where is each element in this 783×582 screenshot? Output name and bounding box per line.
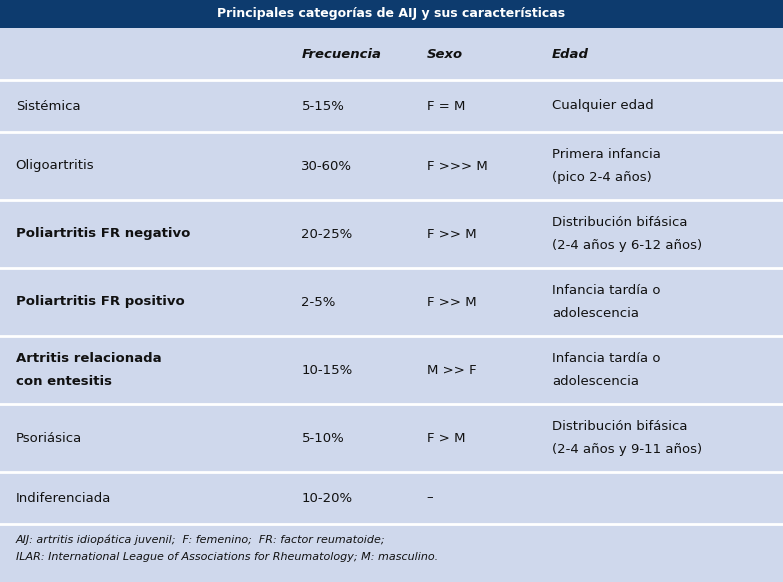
Text: (2-4 años y 9-11 años): (2-4 años y 9-11 años) xyxy=(552,443,702,456)
Text: Infancia tardía o: Infancia tardía o xyxy=(552,352,661,365)
Text: F >> M: F >> M xyxy=(427,228,476,240)
Bar xyxy=(0,80,783,132)
Text: Sexo: Sexo xyxy=(427,48,463,61)
Bar xyxy=(0,404,783,472)
Text: M >> F: M >> F xyxy=(427,364,476,377)
Text: F >> M: F >> M xyxy=(427,296,476,308)
Bar xyxy=(0,200,783,268)
Text: Poliartritis FR negativo: Poliartritis FR negativo xyxy=(16,228,190,240)
Bar xyxy=(0,0,783,28)
Text: 30-60%: 30-60% xyxy=(301,159,352,172)
Text: AIJ: artritis idiopática juvenil;  F: femenino;  FR: factor reumatoide;: AIJ: artritis idiopática juvenil; F: fem… xyxy=(16,534,385,545)
Bar xyxy=(0,132,783,200)
Text: Edad: Edad xyxy=(552,48,589,61)
Bar xyxy=(0,28,783,80)
Text: F >>> M: F >>> M xyxy=(427,159,488,172)
Text: Sistémica: Sistémica xyxy=(16,100,81,112)
Text: Artritis relacionada: Artritis relacionada xyxy=(16,352,161,365)
Text: Distribución bifásica: Distribución bifásica xyxy=(552,216,687,229)
Bar xyxy=(0,524,783,572)
Text: F > M: F > M xyxy=(427,431,465,445)
Text: 20-25%: 20-25% xyxy=(301,228,352,240)
Text: F = M: F = M xyxy=(427,100,465,112)
Text: Poliartritis FR positivo: Poliartritis FR positivo xyxy=(16,296,185,308)
Text: Distribución bifásica: Distribución bifásica xyxy=(552,420,687,433)
Text: adolescencia: adolescencia xyxy=(552,307,639,320)
Text: con entesitis: con entesitis xyxy=(16,375,112,388)
Text: 5-10%: 5-10% xyxy=(301,431,345,445)
Text: 10-15%: 10-15% xyxy=(301,364,352,377)
Text: 2-5%: 2-5% xyxy=(301,296,336,308)
Text: Infancia tardía o: Infancia tardía o xyxy=(552,284,661,297)
Text: Indiferenciada: Indiferenciada xyxy=(16,492,111,505)
Text: Principales categorías de AIJ y sus características: Principales categorías de AIJ y sus cara… xyxy=(218,8,565,20)
Bar xyxy=(0,336,783,404)
Text: Primera infancia: Primera infancia xyxy=(552,148,661,161)
Text: adolescencia: adolescencia xyxy=(552,375,639,388)
Text: Oligoartritis: Oligoartritis xyxy=(16,159,94,172)
Text: Cualquier edad: Cualquier edad xyxy=(552,100,654,112)
Text: –: – xyxy=(427,492,433,505)
Bar xyxy=(0,472,783,524)
Text: 10-20%: 10-20% xyxy=(301,492,352,505)
Text: (pico 2-4 años): (pico 2-4 años) xyxy=(552,171,651,184)
Text: 5-15%: 5-15% xyxy=(301,100,345,112)
Text: Frecuencia: Frecuencia xyxy=(301,48,381,61)
Text: ILAR: International League of Associations for Rheumatology; M: masculino.: ILAR: International League of Associatio… xyxy=(16,552,438,562)
Bar xyxy=(0,268,783,336)
Text: Psoriásica: Psoriásica xyxy=(16,431,82,445)
Text: (2-4 años y 6-12 años): (2-4 años y 6-12 años) xyxy=(552,239,702,252)
